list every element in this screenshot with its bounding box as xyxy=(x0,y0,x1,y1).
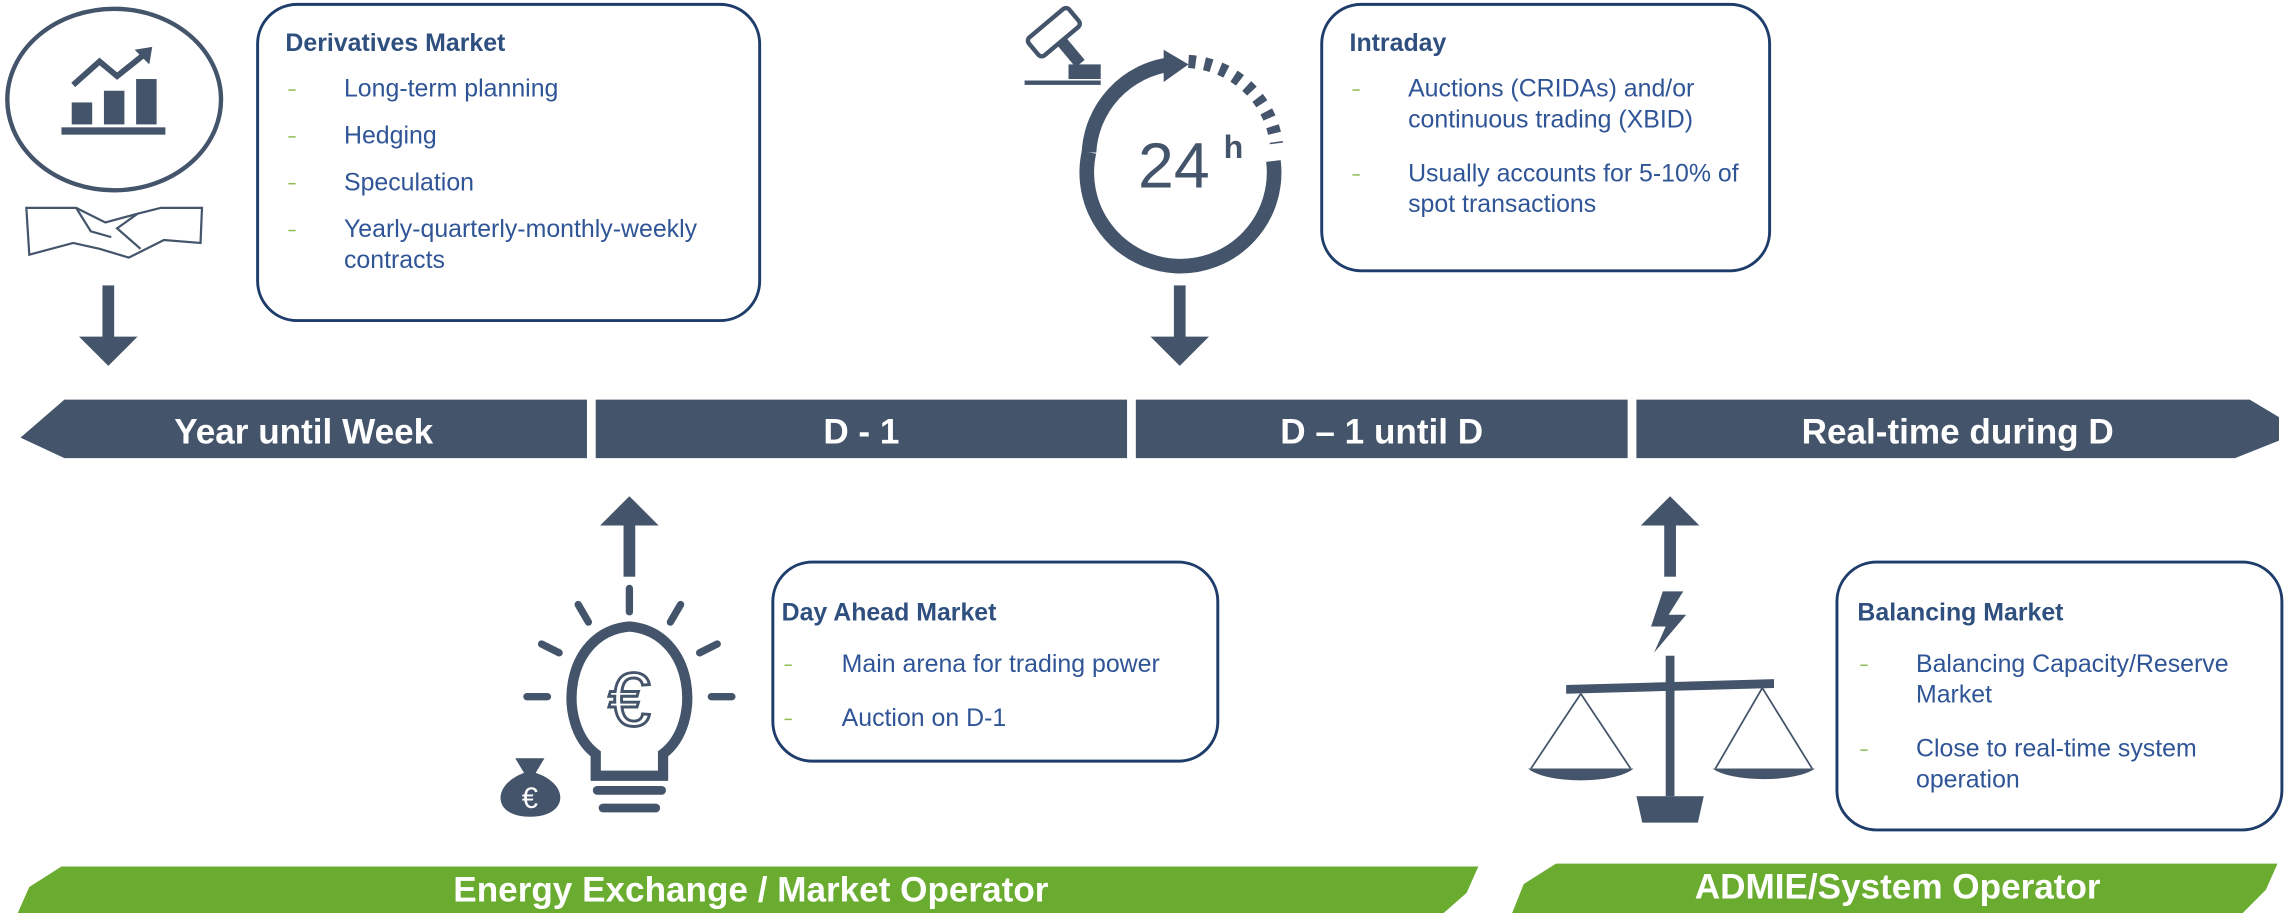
diagram: 24 h € € Year until Week D - 1 D – 1 until… xyxy=(0,0,2295,913)
clock-hours: 24 xyxy=(1138,129,1210,201)
clock-unit: h xyxy=(1224,129,1244,165)
market-box: Balancing Market Balancing Capacity/Reser… xyxy=(1835,561,2283,832)
operators: Energy Exchange / Market Operator ADMIE/S… xyxy=(18,864,2278,913)
currency-symbol: € xyxy=(522,783,538,815)
market-box: Day Ahead Market Main arena for trading p… xyxy=(771,561,1219,763)
chart-icon xyxy=(7,9,221,190)
box-title: Derivatives Market xyxy=(285,29,737,58)
bullet-list: Auctions (CRIDAs) and/or continuous trad… xyxy=(1350,73,1748,219)
timeline: Year until Week D - 1 D – 1 until D Real-ti… xyxy=(20,400,2278,459)
bullet-item: Main arena for trading power xyxy=(782,648,1196,679)
bullet-item: Speculation xyxy=(285,167,737,198)
timeline-label: D – 1 until D xyxy=(1280,413,1483,452)
bulb-icon: € € xyxy=(501,588,732,816)
bullet-item: Usually accounts for 5-10% of spot trans… xyxy=(1350,158,1748,219)
bullet-item: Balancing Capacity/Reserve Market xyxy=(1857,648,2260,709)
clock-icon: 24 h xyxy=(1025,6,1277,266)
operator-label: ADMIE/System Operator xyxy=(1695,868,2101,907)
currency-symbol: € xyxy=(608,658,650,743)
timeline-label: D - 1 xyxy=(823,413,899,452)
bullet-item: Yearly-quarterly-monthly-weekly contract… xyxy=(285,214,737,275)
operator-label: Energy Exchange / Market Operator xyxy=(453,871,1048,910)
scales-icon xyxy=(1528,591,1815,822)
timeline-label: Real-time during D xyxy=(1802,413,2114,452)
box-title: Intraday xyxy=(1350,29,1748,58)
bullet-item: Auction on D-1 xyxy=(782,703,1196,734)
bullet-list: Long-term planning Hedging Speculation Year… xyxy=(285,73,737,275)
bullet-item: Auctions (CRIDAs) and/or continuous trad… xyxy=(1350,73,1748,134)
bullet-item: Long-term planning xyxy=(285,73,737,104)
bullet-item: Hedging xyxy=(285,120,737,151)
bullet-list: Balancing Capacity/Reserve Market Close t… xyxy=(1857,648,2260,794)
box-title: Balancing Market xyxy=(1857,599,2260,628)
bullet-item: Close to real-time system operation xyxy=(1857,733,2260,794)
handshake-icon xyxy=(26,208,202,258)
market-box: Intraday Auctions (CRIDAs) and/or continu… xyxy=(1320,3,1771,272)
box-title: Day Ahead Market xyxy=(782,599,1196,628)
market-box: Derivatives Market Long-term planning Hedg… xyxy=(256,3,761,322)
bullet-list: Main arena for trading power Auction on D… xyxy=(782,648,1196,733)
timeline-label: Year until Week xyxy=(174,413,433,452)
